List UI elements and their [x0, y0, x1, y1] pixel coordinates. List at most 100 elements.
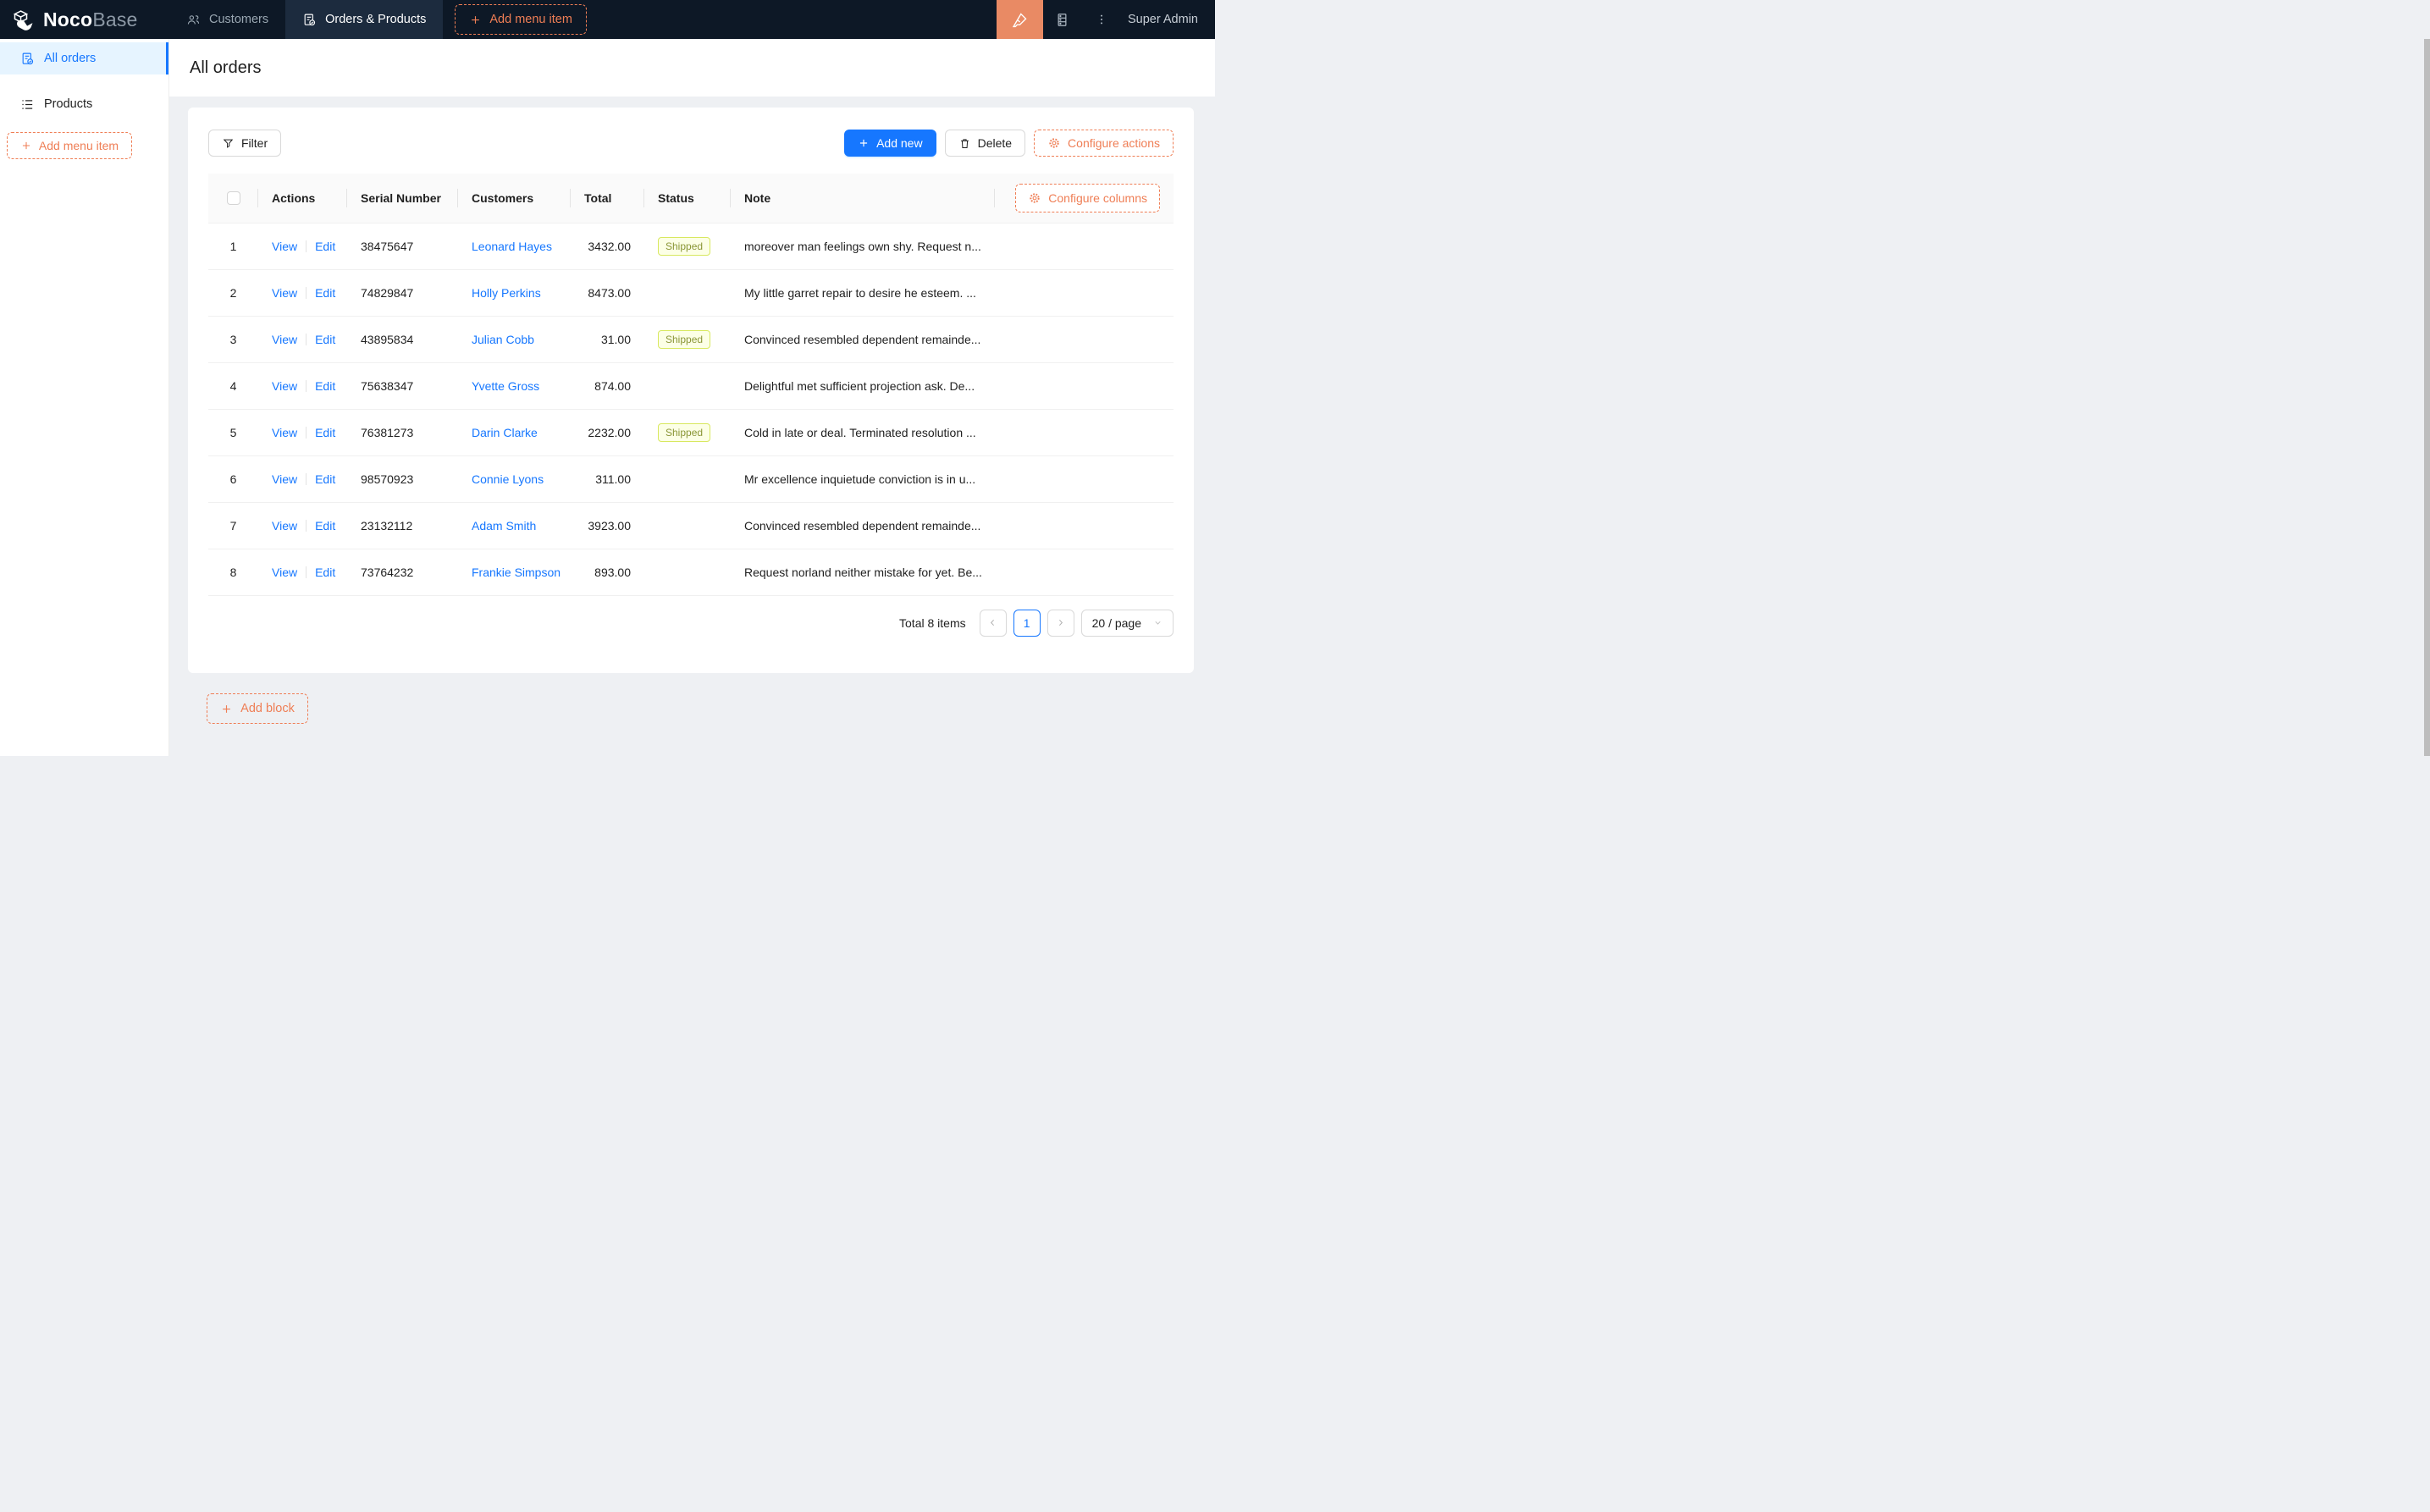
edit-link[interactable]: Edit [315, 332, 336, 346]
orders-table-block: Filter Add new [188, 108, 1194, 673]
chevron-right-icon [1056, 618, 1065, 627]
table-header-row: Actions Serial Number Customers Total St… [208, 174, 1174, 223]
select-all-checkbox[interactable] [226, 191, 240, 206]
orders-table: Actions Serial Number Customers Total St… [208, 174, 1174, 596]
configure-actions-button[interactable]: Configure actions [1034, 130, 1174, 157]
total-cell: 31.00 [600, 332, 631, 346]
plugins-database-button[interactable] [1043, 0, 1082, 39]
list-icon [20, 97, 35, 112]
customer-link[interactable]: Connie Lyons [472, 472, 544, 486]
chevron-left-icon [988, 618, 997, 627]
edit-link[interactable]: Edit [315, 518, 336, 533]
view-link[interactable]: View [272, 472, 298, 486]
edit-link[interactable]: Edit [315, 378, 336, 393]
total-cell: 3432.00 [588, 239, 631, 253]
action-divider [306, 519, 307, 532]
view-link[interactable]: View [272, 332, 298, 346]
table-row: 4 View Edit 75638347 Yvette Gross 874.00 … [208, 362, 1174, 410]
view-link[interactable]: View [272, 239, 298, 253]
customer-link[interactable]: Leonard Hayes [472, 239, 552, 253]
column-header-serial-number: Serial Number [347, 174, 458, 223]
total-cell: 2232.00 [588, 425, 631, 439]
nav-add-menu-item-button[interactable]: Add menu item [455, 4, 587, 35]
note-cell: moreover man feelings own shy. Request n… [744, 239, 981, 253]
gear-icon [1028, 191, 1041, 205]
page-header: All orders [169, 39, 1215, 97]
more-menu-button[interactable] [1082, 0, 1121, 39]
table-row: 8 View Edit 73764232 Frankie Simpson 893.… [208, 549, 1174, 596]
customer-link[interactable]: Holly Perkins [472, 285, 541, 300]
note-cell: Cold in late or deal. Terminated resolut… [744, 425, 976, 439]
page-content: Filter Add new [169, 97, 1215, 756]
row-index: 8 [229, 565, 237, 579]
nav-tab-customers[interactable]: Customers [169, 0, 285, 39]
configure-columns-button[interactable]: Configure columns [1015, 183, 1160, 212]
nav-tab-orders-products[interactable]: Orders & Products [285, 0, 444, 39]
total-cell: 874.00 [594, 378, 631, 393]
plus-icon [858, 137, 870, 149]
pagination-next-button[interactable] [1047, 609, 1074, 637]
pagination-page-1[interactable]: 1 [1013, 609, 1041, 637]
edit-link[interactable]: Edit [315, 472, 336, 486]
filter-button[interactable]: Filter [208, 130, 282, 157]
column-header-note: Note [731, 174, 995, 223]
view-link[interactable]: View [272, 518, 298, 533]
nocobase-logo[interactable]: NocoBase [0, 0, 169, 39]
sidebar-item-all-orders[interactable]: All orders [0, 42, 168, 74]
nocobase-logo-text: NocoBase [43, 8, 138, 30]
table-row: 6 View Edit 98570923 Connie Lyons 311.00 … [208, 455, 1174, 503]
column-header-actions: Actions [258, 174, 347, 223]
total-cell: 311.00 [595, 472, 631, 486]
action-divider [306, 426, 307, 439]
plus-icon [220, 703, 233, 715]
filter-icon [222, 137, 235, 150]
customer-link[interactable]: Darin Clarke [472, 425, 538, 439]
total-cell: 8473.00 [588, 285, 631, 300]
add-block-button[interactable]: Add block [207, 693, 308, 724]
user-menu[interactable]: Super Admin [1127, 13, 1198, 26]
edit-link[interactable]: Edit [315, 425, 336, 439]
page-title: All orders [190, 58, 262, 77]
view-link[interactable]: View [272, 425, 298, 439]
view-link[interactable]: View [272, 565, 298, 579]
action-divider [306, 240, 307, 252]
ui-editor-button[interactable] [996, 0, 1043, 39]
row-index: 6 [229, 472, 237, 486]
sidebar-item-products[interactable]: Products [0, 88, 168, 120]
serial-number-cell: 23132112 [361, 518, 413, 533]
note-cell: Convinced resembled dependent remainde..… [744, 332, 981, 346]
page-size-select[interactable]: 20 / page [1080, 609, 1174, 637]
status-badge: Shipped [658, 329, 711, 349]
nav-tab-label: Orders & Products [325, 13, 427, 26]
add-new-button[interactable]: Add new [844, 130, 936, 157]
page-scrollbar[interactable] [2424, 39, 2430, 756]
action-divider [306, 566, 307, 578]
edit-link[interactable]: Edit [315, 239, 336, 253]
nocobase-logo-icon [12, 8, 36, 31]
note-cell: Delightful met sufficient projection ask… [744, 378, 975, 393]
pagination: Total 8 items 1 20 / page [208, 609, 1174, 637]
serial-number-cell: 43895834 [361, 332, 414, 346]
delete-button[interactable]: Delete [944, 130, 1026, 157]
column-header-status: Status [644, 174, 731, 223]
row-index: 5 [229, 425, 237, 439]
plus-icon [20, 140, 32, 152]
status-badge: Shipped [658, 236, 711, 256]
column-header-total: Total [571, 174, 644, 223]
sidebar-add-menu-item-button[interactable]: Add menu item [7, 132, 132, 159]
view-link[interactable]: View [272, 378, 298, 393]
edit-link[interactable]: Edit [315, 565, 336, 579]
customer-link[interactable]: Adam Smith [472, 518, 537, 533]
customer-link[interactable]: Frankie Simpson [472, 565, 561, 579]
customer-link[interactable]: Julian Cobb [472, 332, 534, 346]
order-document-icon [302, 13, 317, 27]
row-index: 4 [229, 378, 237, 393]
view-link[interactable]: View [272, 285, 298, 300]
plus-icon [469, 14, 482, 26]
database-icon [1054, 12, 1070, 28]
pagination-prev-button[interactable] [979, 609, 1007, 637]
customer-link[interactable]: Yvette Gross [472, 378, 540, 393]
table-row: 3 View Edit 43895834 Julian Cobb 31.00 Sh… [208, 316, 1174, 363]
gear-icon [1047, 136, 1061, 150]
edit-link[interactable]: Edit [315, 285, 336, 300]
